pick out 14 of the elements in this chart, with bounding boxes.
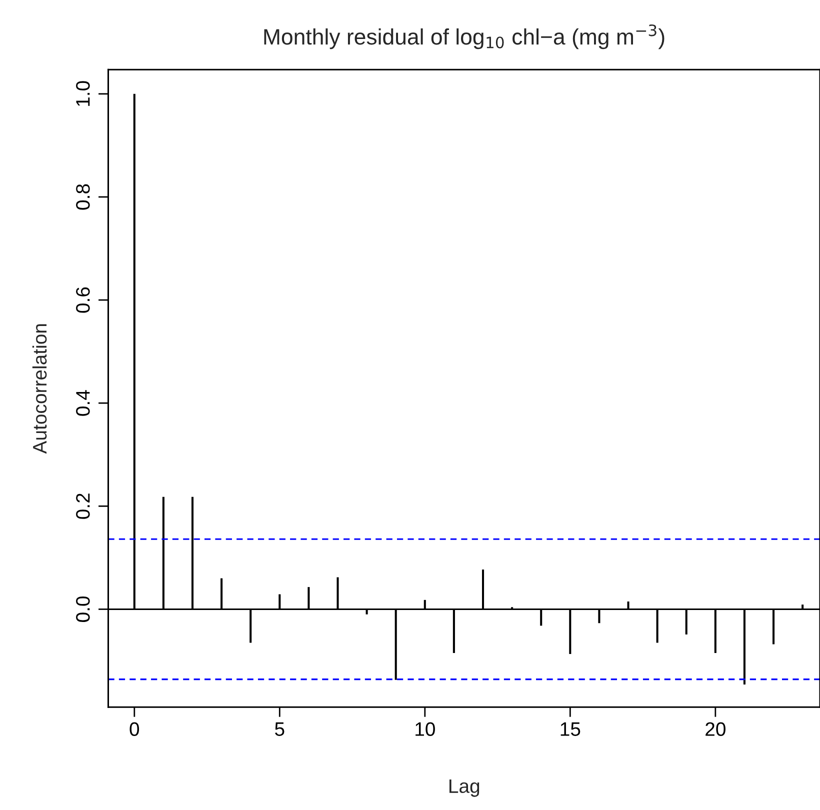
- y-tick-label: 1.0: [76, 81, 90, 106]
- x-tick-label: 0: [130, 722, 140, 736]
- x-tick-label: 20: [706, 722, 726, 736]
- x-tick-label: 5: [275, 722, 284, 736]
- y-tick-label: 0.4: [76, 390, 90, 416]
- y-tick-label: 0.0: [76, 596, 90, 622]
- x-tick-label: 15: [560, 722, 580, 736]
- y-axis-title: Autocorrelation: [32, 324, 47, 454]
- chart-title: Monthly residual of log$_{10}$ chl−a (mg m$^{−3}$): [264, 24, 664, 50]
- y-tick-label: 0.2: [76, 494, 90, 519]
- x-axis-title: Lag: [449, 779, 480, 797]
- y-tick-label: 0.6: [76, 287, 90, 313]
- x-tick-label: 10: [416, 722, 435, 736]
- y-tick-label: 0.8: [76, 184, 90, 210]
